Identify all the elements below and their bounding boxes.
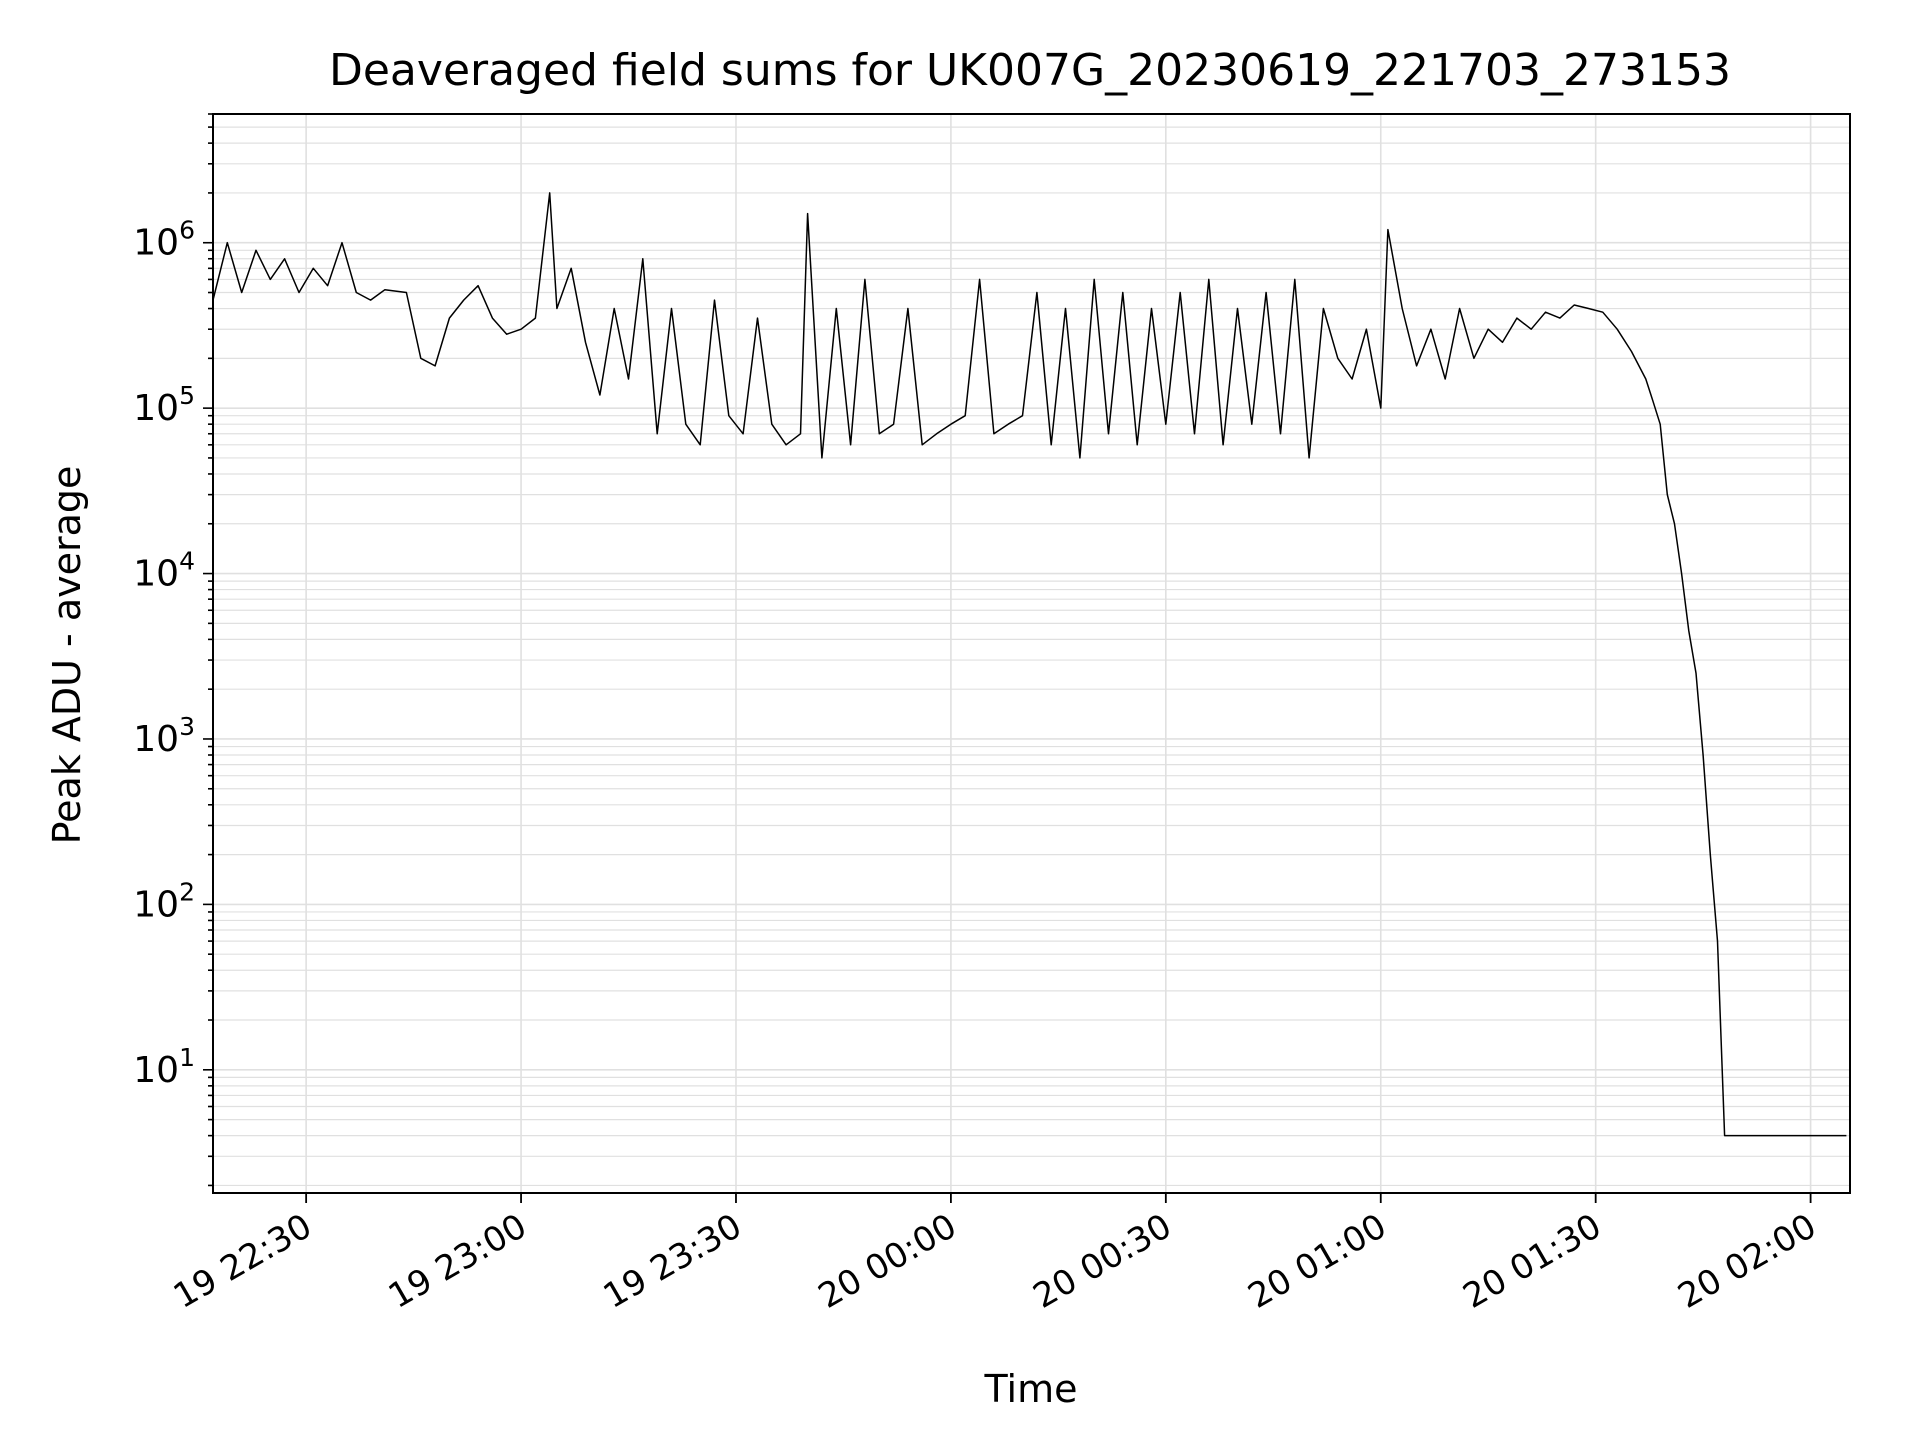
plot-frame <box>212 113 1851 1194</box>
y-tick-base: 10 <box>133 554 179 595</box>
y-tick-exponent: 4 <box>179 547 195 576</box>
chart-title: Deaveraged field sums for UK007G_2023061… <box>329 45 1731 96</box>
y-tick-base: 10 <box>133 884 179 925</box>
series-line-0 <box>212 192 1847 1137</box>
y-tick-base: 10 <box>133 388 179 429</box>
y-tick-label: 105 <box>133 381 195 429</box>
y-tick-exponent: 3 <box>179 712 195 741</box>
series-group <box>212 192 1847 1137</box>
y-tick-base: 10 <box>133 1050 179 1091</box>
x-axis-label: Time <box>984 1367 1078 1411</box>
y-tick-exponent: 5 <box>179 381 195 410</box>
y-tick-label: 102 <box>133 877 195 925</box>
y-tick-label: 106 <box>133 216 195 264</box>
y-tick-label: 103 <box>133 712 195 760</box>
y-tick-exponent: 2 <box>179 877 195 906</box>
y-tick-label: 101 <box>133 1043 195 1091</box>
y-tick-label: 104 <box>133 547 195 595</box>
grid <box>213 113 1850 1193</box>
y-tick-base: 10 <box>133 223 179 264</box>
y-axis-label: Peak ADU - average <box>45 466 89 845</box>
y-tick-base: 10 <box>133 719 179 760</box>
y-tick-exponent: 6 <box>179 216 195 245</box>
y-tick-exponent: 1 <box>179 1043 195 1072</box>
